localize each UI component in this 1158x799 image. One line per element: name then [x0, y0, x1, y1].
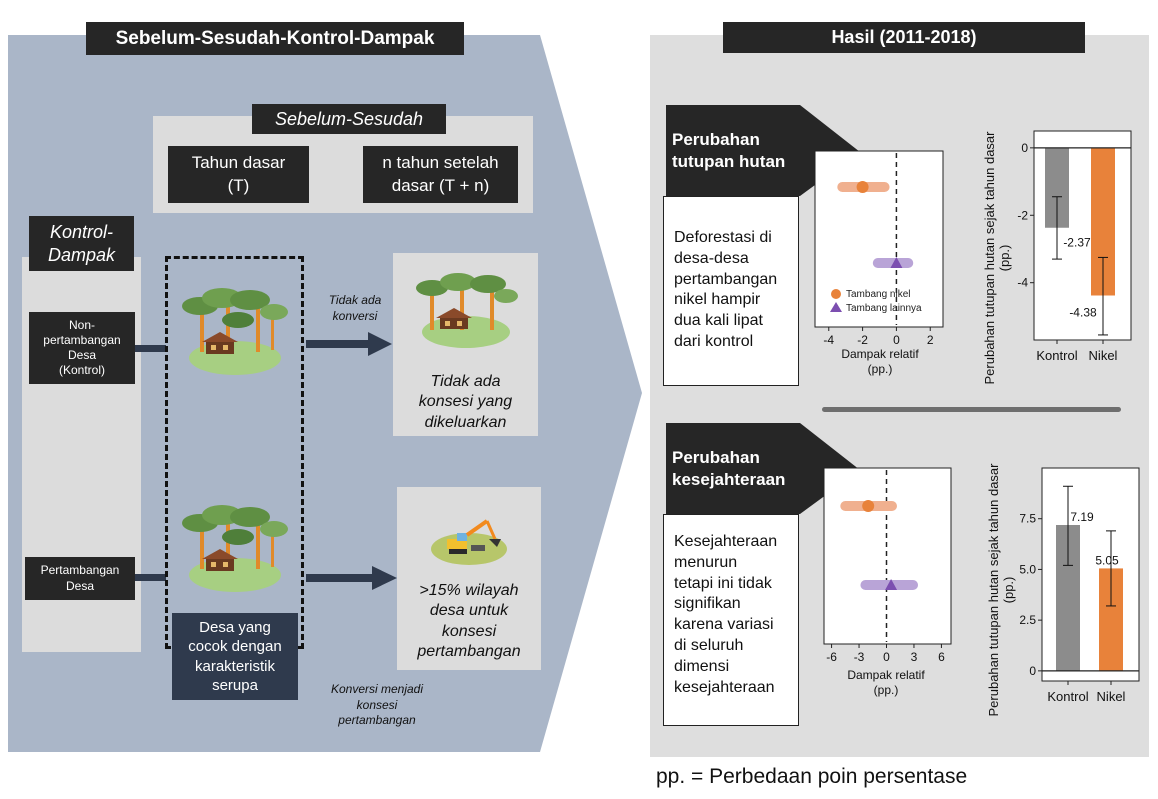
welfare-heading-arrow [666, 423, 860, 514]
legend-other-marker [830, 302, 842, 312]
y-tick-label: 0 [1029, 664, 1036, 678]
x-axis-label: Dampak relatif (pp.) [847, 668, 925, 697]
control-village-box: Non- pertambangan Desa (Kontrol) [29, 312, 135, 384]
matched-villages-box: Desa yang cocok dengan karakteristik ser… [172, 613, 298, 700]
forest-description: Deforestasi di desa-desa pertambangan ni… [674, 229, 778, 350]
chart-legend: Tambang nikel Tambang lainnya [830, 289, 922, 314]
point-estimate-other [890, 257, 903, 268]
welfare-dot-chart: -6 -3 0 3 6 Dampak relatif (pp.) [823, 467, 952, 697]
x-tick-label: 6 [938, 650, 945, 664]
forest-dot-chart: -4 -2 0 2 Tambang nikel Tambang lainnya Dam… [814, 150, 944, 376]
x-tick-label: -2 [857, 333, 868, 347]
y-axis-label: Perubahan tutupan hutan sejak tahun dasa… [982, 131, 1012, 385]
forest-heading: Perubahan tutupan hutan [672, 130, 786, 172]
x-axis-label: Dampak relatif (pp.) [841, 347, 919, 376]
welfare-bar-chart: 0 2.5 5.0 7.5 7.19 Kontrol 5.05 Nikel Perubahan… [986, 463, 1140, 717]
forest-bar-chart: 0 -2 -4 -2.37 Kontrol -4.38 Nikel Perubahan tu… [982, 130, 1132, 385]
x-tick-label: Kontrol [1036, 348, 1077, 363]
x-tick-label: -3 [854, 650, 865, 664]
x-tick-label: -4 [823, 333, 834, 347]
before-after-label: Sebelum-Sesudah [252, 104, 446, 134]
outcome-bottom-text: >15% wilayah desa untuk konsesi pertamba… [417, 582, 521, 661]
section-divider [822, 407, 1121, 412]
data-label: 5.05 [1095, 553, 1119, 567]
flow-arrows [135, 332, 397, 590]
mining-connector [135, 574, 166, 581]
point-estimate-other [885, 579, 898, 590]
x-tick-label: Nikel [1089, 348, 1118, 363]
right-title: Hasil (2011-2018) [723, 22, 1085, 53]
y-tick-label: -4 [1017, 276, 1028, 290]
welfare-description: Kesejahteraan menurun tetapi ini tidak s… [674, 533, 778, 696]
welfare-heading: Perubahan kesejahteraan [672, 448, 786, 490]
x-tick-label: -6 [826, 650, 837, 664]
x-tick-label: 0 [883, 650, 890, 664]
left-title: Sebelum-Sesudah-Kontrol-Dampak [86, 22, 464, 55]
data-label: -4.38 [1069, 306, 1097, 320]
data-label: -2.37 [1063, 236, 1091, 250]
footnote: pp. = Perbedaan poin persentase [656, 765, 968, 788]
x-tick-label: 2 [927, 333, 934, 347]
mining-village-box: Pertambangan Desa [25, 557, 135, 600]
forest-heading-arrow [666, 105, 860, 196]
y-tick-label: 0 [1021, 141, 1028, 155]
outcome-top-text: Tidak ada konsesi yang dikeluarkan [418, 373, 513, 431]
outcome-bottom-box [397, 487, 541, 670]
arrow-top [306, 332, 392, 356]
village-forest-icon-mining [182, 505, 288, 592]
control-impact-label: Kontrol- Dampak [29, 216, 134, 271]
arrow-top-label: Tidak ada konversi [328, 293, 382, 323]
point-estimate-nickel [862, 500, 875, 512]
plot-frame [823, 467, 952, 645]
legend-nickel-marker [831, 289, 841, 299]
data-label: 7.19 [1070, 510, 1094, 524]
arrow-bottom-label: Konversi menjadi konsesi pertambangan [330, 682, 424, 728]
legend-nickel-label: Tambang nikel [846, 289, 910, 300]
x-tick-label: 3 [911, 650, 918, 664]
legend-other-label: Tambang lainnya [846, 303, 922, 314]
base-year-box: Tahun dasar (T) [168, 146, 309, 203]
village-icon [416, 273, 518, 348]
after-year-box: n tahun setelah dasar (T + n) [363, 146, 518, 203]
y-tick-label: 7.5 [1019, 512, 1036, 526]
y-tick-label: -2 [1017, 208, 1028, 222]
arrow-bottom [306, 566, 397, 590]
control-connector [135, 345, 166, 352]
mining-excavator-icon [431, 519, 507, 565]
plot-frame [814, 150, 944, 328]
forest-description-box [663, 196, 799, 386]
point-estimate-nickel [856, 181, 869, 193]
x-tick-label: Kontrol [1047, 689, 1088, 704]
village-forest-icon [182, 288, 288, 375]
y-tick-label: 2.5 [1019, 613, 1036, 627]
x-tick-label: 0 [893, 333, 900, 347]
welfare-description-box [663, 514, 799, 726]
y-axis-label: Perubahan tutupan hutan sejak tahun dasa… [986, 463, 1016, 717]
y-tick-label: 5.0 [1019, 562, 1036, 576]
x-tick-label: Nikel [1097, 689, 1126, 704]
